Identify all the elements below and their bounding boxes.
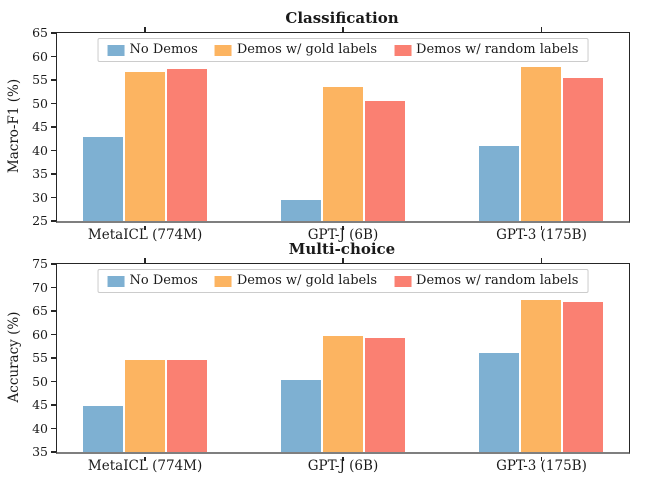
y-tick-label: 60	[32, 48, 48, 64]
y-tick-label: 60	[32, 326, 48, 342]
legend-item: Demos w/ gold labels	[214, 42, 378, 58]
y-tick-label: 30	[32, 189, 48, 205]
y-tick-label: 40	[32, 420, 48, 436]
y-tick-label: 45	[32, 397, 48, 412]
x-tick-mark	[144, 456, 146, 461]
y-tick-label: 55	[32, 72, 48, 87]
y-tick-mark	[50, 220, 56, 222]
legend-item: Demos w/ random labels	[394, 273, 578, 289]
bar	[323, 87, 363, 221]
bar	[281, 199, 321, 221]
legend-item: Demos w/ random labels	[394, 42, 578, 58]
bar	[167, 360, 208, 452]
x-tick-mark-top	[540, 258, 543, 263]
bar	[563, 78, 604, 221]
x-tick-mark-top	[342, 27, 344, 32]
legend-label: No Demos	[129, 42, 198, 57]
y-tick-mark	[50, 55, 56, 58]
x-tick-mark	[342, 225, 344, 230]
chart-multi-choice: Multi-choice Accuracy (%) 35 40 45 50 55 60 65 70…	[0, 231, 662, 474]
y-tick-mark	[50, 149, 56, 152]
bar	[125, 71, 166, 221]
chart-classification: Classification Macro-F1 (%) 25 30 35 40 45 50 55…	[0, 0, 662, 243]
legend-item: Demos w/ gold labels	[214, 273, 378, 289]
x-tick-mark	[144, 225, 146, 230]
x-tick-mark-top	[342, 258, 344, 263]
y-tick-mark	[50, 102, 56, 105]
y-tick-mark	[50, 380, 56, 383]
y-tick-label: 70	[32, 279, 48, 295]
y-tick-mark	[50, 286, 56, 289]
legend-color-swatch-icon	[394, 275, 412, 287]
y-tick-mark	[50, 126, 56, 128]
bar	[479, 146, 520, 221]
y-tick-label: 75	[32, 256, 48, 271]
y-tick-mark	[50, 451, 56, 453]
legend-label: Demos w/ gold labels	[236, 42, 378, 57]
x-tick-label: GPT-3 (175B)	[496, 227, 587, 243]
x-tick-label: MetaICL (774M)	[87, 458, 203, 474]
x-tick-mark-top	[144, 27, 146, 32]
y-tick-mark	[50, 404, 56, 406]
plot-area: 25 30 35 40 45 50 55 60 65 MetaICL (774M) GPT-J (6…	[32, 25, 630, 243]
x-tick-label: GPT-J (6B)	[307, 458, 379, 474]
bar	[167, 69, 208, 221]
legend-label: Demos w/ random labels	[416, 42, 579, 57]
legend-color-swatch-icon	[394, 44, 412, 56]
bar	[83, 136, 124, 221]
bar	[281, 379, 321, 452]
y-tick-label: 55	[32, 350, 48, 365]
bar	[125, 359, 166, 452]
x-tick-label: GPT-3 (175B)	[496, 458, 587, 474]
y-tick-label: 65	[32, 25, 48, 40]
plot-area: 35 40 45 50 55 60 65 70 75 MetaICL (774M) GPT-J (6…	[32, 256, 630, 474]
y-tick-mark	[50, 32, 56, 34]
y-tick-label: 25	[32, 213, 48, 228]
y-tick-mark	[50, 173, 56, 175]
bar	[521, 300, 562, 452]
y-tick-mark	[50, 333, 56, 336]
legend: No Demos Demos w/ gold labels Demos w/ ran…	[97, 38, 589, 62]
y-tick-mark	[50, 79, 56, 81]
bar	[365, 100, 405, 221]
bar	[563, 302, 604, 452]
x-tick-mark-top	[144, 258, 146, 263]
bar	[521, 66, 562, 221]
chart-title: Multi-choice	[288, 240, 396, 258]
x-tick-mark	[342, 456, 344, 461]
chart-title: Classification	[285, 9, 399, 27]
bar	[479, 353, 520, 452]
legend-color-swatch-icon	[107, 44, 125, 56]
bar	[83, 405, 124, 452]
y-tick-label: 35	[32, 444, 48, 459]
legend-color-swatch-icon	[214, 275, 232, 287]
x-tick-mark	[540, 456, 543, 461]
y-tick-mark	[50, 263, 56, 265]
y-tick-label: 65	[32, 303, 48, 318]
y-tick-mark	[50, 427, 56, 430]
legend-item: No Demos	[107, 273, 198, 289]
y-tick-label: 35	[32, 166, 48, 181]
legend: No Demos Demos w/ gold labels Demos w/ ran…	[97, 269, 589, 293]
y-tick-mark	[50, 196, 56, 199]
y-tick-mark	[50, 357, 56, 359]
legend-label: No Demos	[129, 273, 198, 288]
legend-label: Demos w/ random labels	[416, 273, 579, 288]
y-tick-mark	[50, 310, 56, 312]
y-tick-label: 50	[32, 95, 48, 111]
y-tick-label: 50	[32, 373, 48, 389]
legend-color-swatch-icon	[214, 44, 232, 56]
bar	[323, 336, 363, 452]
x-tick-mark	[540, 225, 543, 230]
y-tick-label: 40	[32, 142, 48, 158]
legend-item: No Demos	[107, 42, 198, 58]
legend-color-swatch-icon	[107, 275, 125, 287]
legend-label: Demos w/ gold labels	[236, 273, 378, 288]
x-tick-mark-top	[540, 27, 543, 32]
x-tick-label: GPT-J (6B)	[307, 227, 379, 243]
y-tick-label: 45	[32, 119, 48, 134]
x-tick-label: MetaICL (774M)	[87, 227, 203, 243]
bar	[365, 337, 405, 452]
